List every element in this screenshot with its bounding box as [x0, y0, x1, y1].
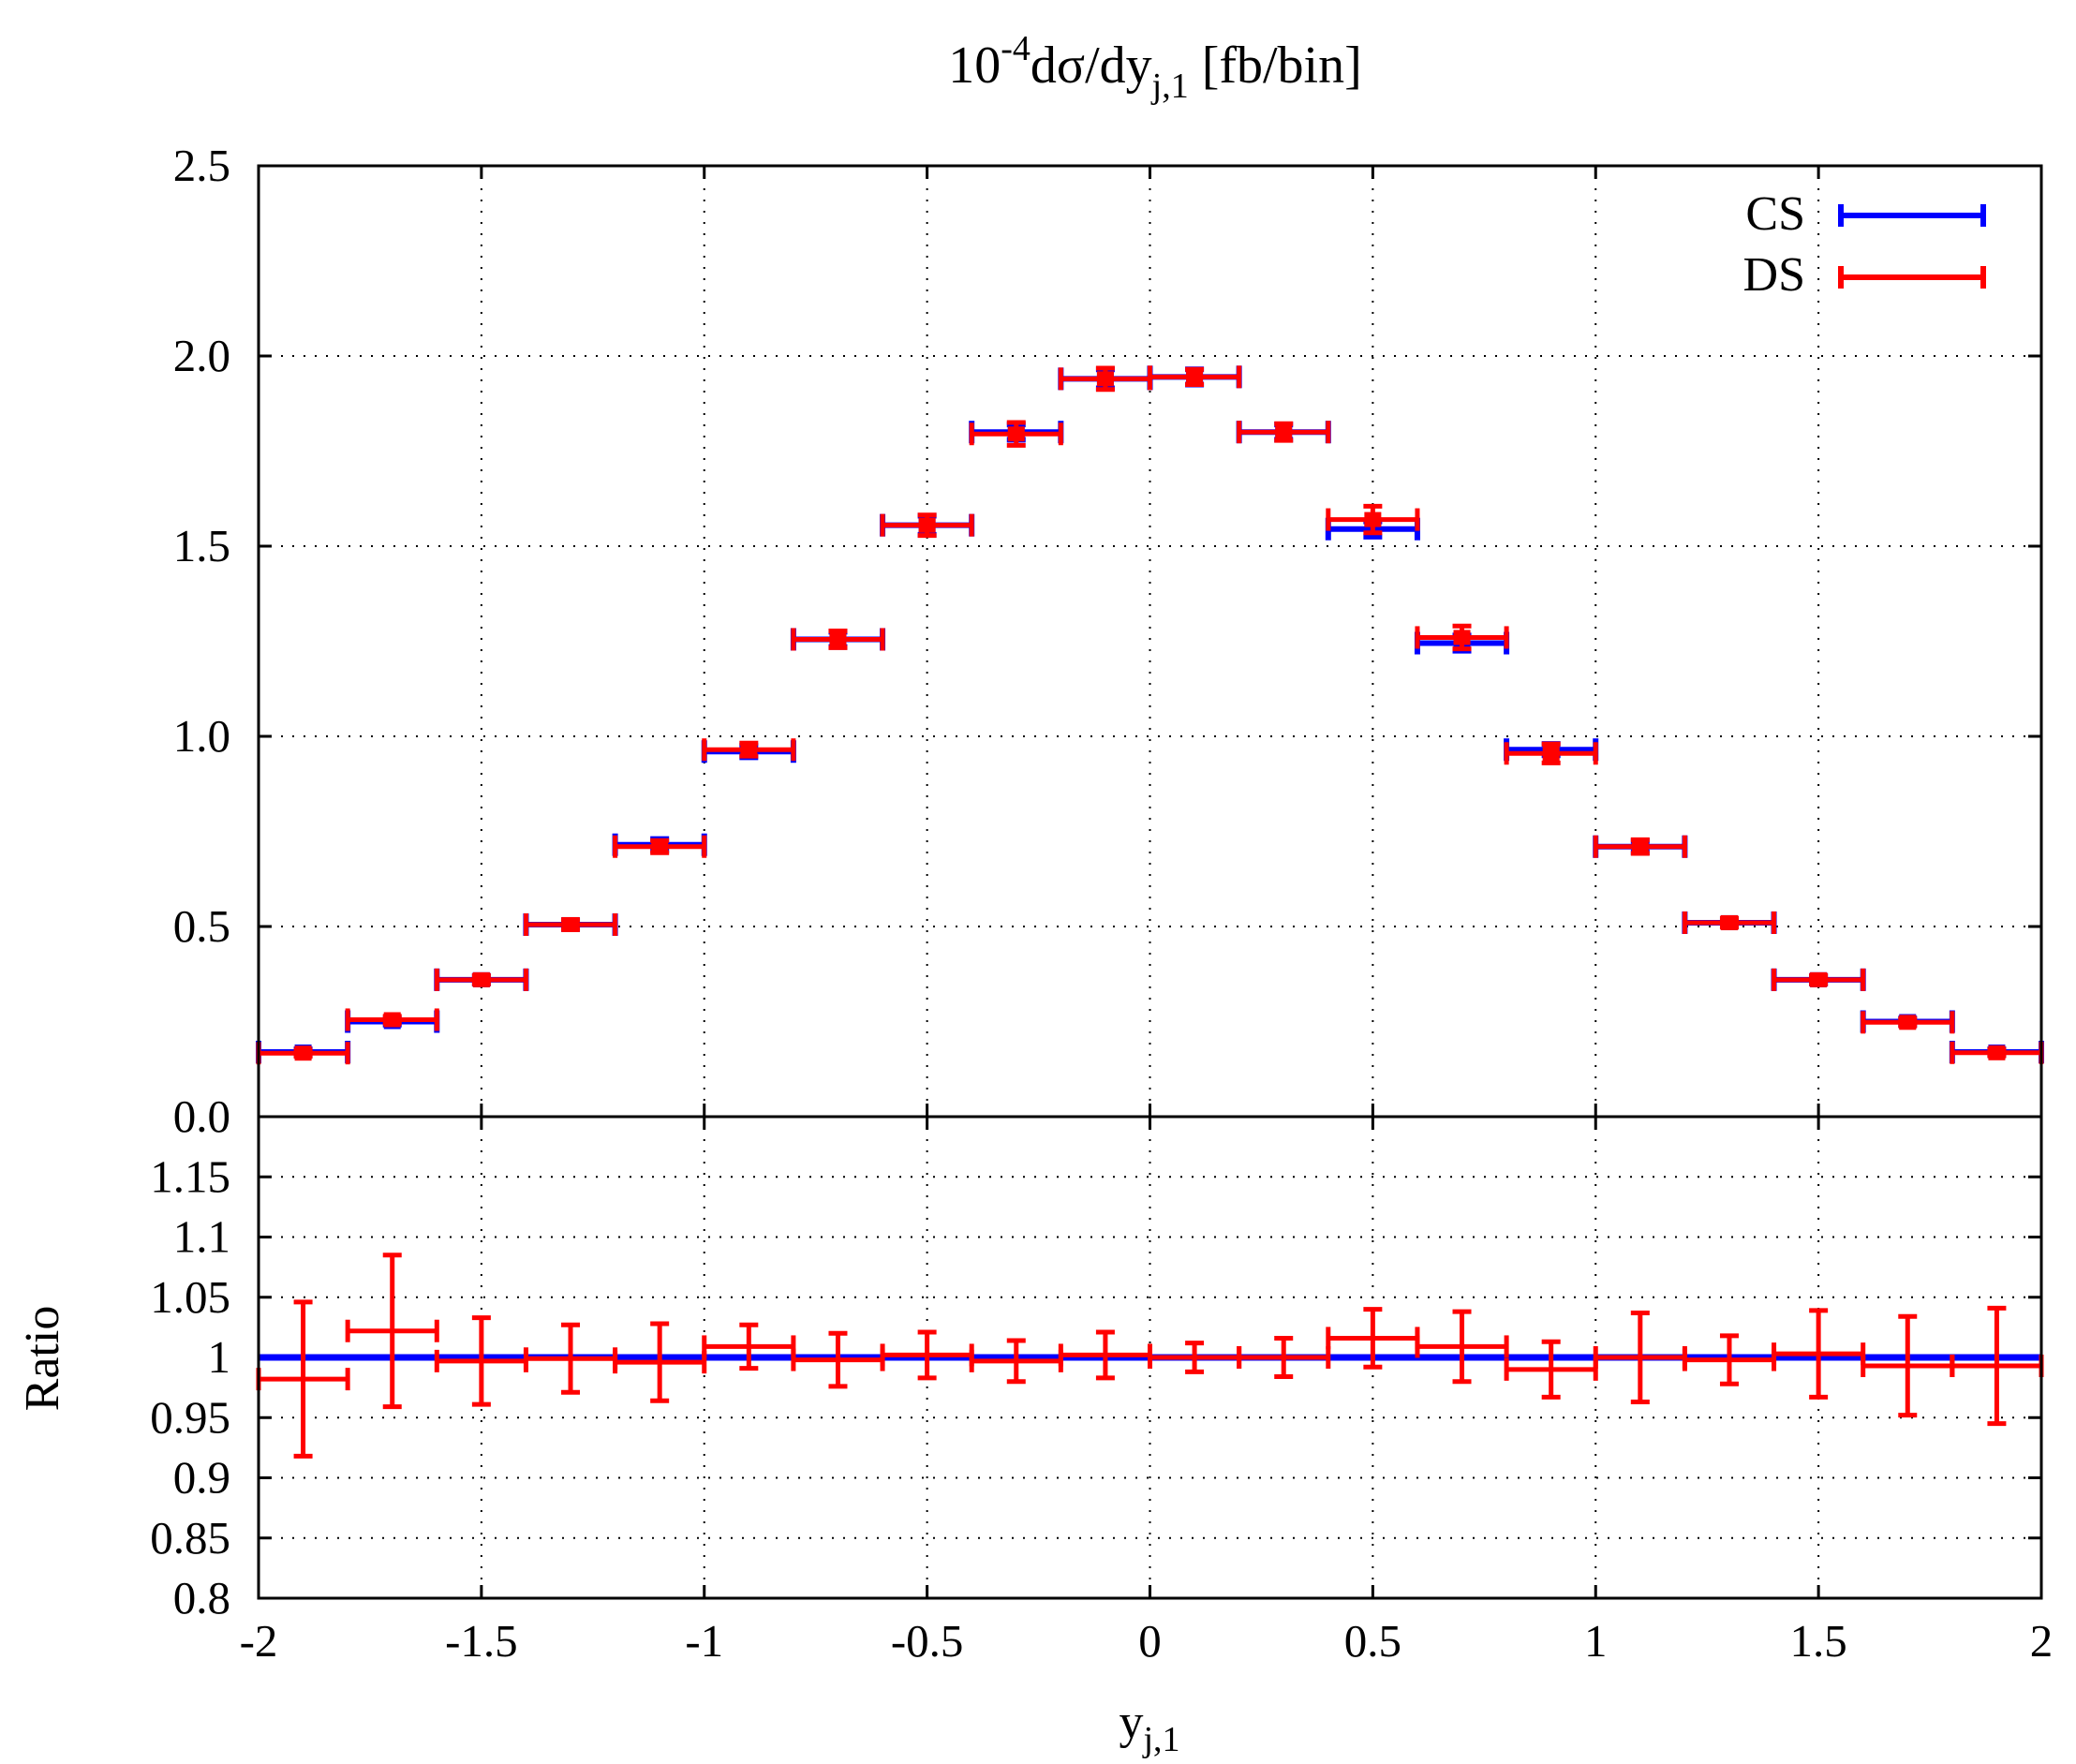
- ratio-y-tick-label: 1.05: [150, 1271, 230, 1323]
- ds-point: [1148, 365, 1242, 389]
- ds-marker: [383, 1012, 401, 1028]
- ds-point: [434, 968, 528, 991]
- ds-point: [1326, 503, 1420, 536]
- main-panel: 0.0 0.5 1.0 1.5 2.0 2.5: [173, 140, 2044, 1142]
- ratio-x-tick-label: -1: [685, 1615, 723, 1667]
- title-suffix: [fb/bin]: [1189, 37, 1362, 95]
- main-y-tick-label: 0.5: [173, 900, 230, 952]
- ratio-plot-frame: [257, 1115, 2043, 1600]
- ratio-ds-point: [345, 1253, 439, 1410]
- ds-marker: [1275, 424, 1293, 440]
- ratio-x-tick-label: -1.5: [445, 1615, 518, 1667]
- ds-point: [969, 420, 1063, 448]
- ratio-x-tick-label: 1: [1584, 1615, 1608, 1667]
- ratio-ds-point: [256, 1299, 350, 1459]
- ratio-y-tick-label: 1.1: [173, 1211, 230, 1263]
- ds-marker: [1096, 371, 1114, 387]
- ds-marker: [918, 517, 936, 533]
- title-exponent: -4: [1001, 29, 1031, 68]
- y-axis-label-ratio: Ratio: [16, 1306, 69, 1412]
- ds-point: [1772, 968, 1866, 991]
- ratio-ds-point: [1504, 1339, 1598, 1400]
- legend-label-ds: DS: [1743, 248, 1805, 302]
- x-axis-label-base: y: [1119, 1696, 1143, 1749]
- ds-marker: [472, 971, 490, 987]
- ratio-ds-point: [1237, 1335, 1331, 1380]
- ds-point: [880, 512, 974, 539]
- ds-marker: [740, 742, 758, 758]
- ratio-x-tick-label: 2: [2030, 1615, 2054, 1667]
- ds-marker: [651, 838, 669, 854]
- ratio-x-tick-label: -2: [240, 1615, 278, 1667]
- legend-label-cs: CS: [1745, 187, 1805, 241]
- ratio-x-tick-label: 0: [1138, 1615, 1162, 1667]
- ds-point: [1861, 1011, 1955, 1034]
- ratio-ds-point: [1861, 1313, 1955, 1418]
- x-axis-label-subscript: j,1: [1141, 1720, 1179, 1759]
- legend-sample-cs: [1838, 204, 1986, 227]
- ds-marker: [562, 916, 580, 932]
- title-subscript: j,1: [1150, 67, 1189, 106]
- main-y-tick-label: 1.5: [173, 520, 230, 571]
- ds-point: [702, 738, 796, 762]
- title-middle: dσ/dy: [1031, 37, 1152, 95]
- ratio-ds-point: [969, 1338, 1063, 1385]
- legend: CS DS: [1743, 187, 1986, 302]
- main-grid: [259, 166, 2041, 1117]
- ds-marker: [1899, 1015, 1917, 1030]
- ds-marker: [1631, 838, 1649, 854]
- ds-marker: [1453, 630, 1471, 645]
- ratio-y-tick-label: 0.9: [173, 1452, 230, 1504]
- ratio-y-tick-label: 0.95: [150, 1391, 230, 1443]
- ds-point: [791, 628, 885, 651]
- ratio-series: [256, 1253, 2044, 1459]
- main-y-tick-label: 1.0: [173, 710, 230, 762]
- ds-point: [613, 835, 707, 858]
- ds-marker: [1810, 971, 1828, 987]
- title-base: 10: [948, 37, 1001, 95]
- ratio-y-axis: 0.8 0.85 0.9 0.95 1 1.05 1.1 1.15: [150, 1150, 2041, 1623]
- ds-marker: [1988, 1045, 2006, 1060]
- ds-point: [1593, 835, 1687, 858]
- ds-point: [1504, 741, 1598, 765]
- ds-point: [345, 1008, 439, 1031]
- chart-title: 10-4dσ/dyj,1 [fb/bin]: [948, 29, 1362, 106]
- ds-marker: [1542, 746, 1560, 762]
- ratio-y-tick-label: 1: [208, 1331, 231, 1383]
- main-y-tick-label: 2.5: [173, 140, 230, 191]
- ds-point: [1682, 911, 1777, 934]
- ds-marker: [1364, 511, 1382, 527]
- ratio-y-tick-label: 0.85: [150, 1512, 230, 1564]
- ratio-ds-point: [613, 1321, 707, 1403]
- ratio-x-tick-label: 0.5: [1344, 1615, 1401, 1667]
- ratio-x-tick-label: -0.5: [891, 1615, 964, 1667]
- ds-point: [1058, 365, 1152, 393]
- main-y-tick-label: 2.0: [173, 330, 230, 381]
- ds-point: [1415, 623, 1509, 652]
- ratio-x-tick-label: 1.5: [1790, 1615, 1847, 1667]
- ratio-y-tick-label: 1.15: [150, 1150, 230, 1202]
- ratio-y-tick-label: 0.8: [173, 1572, 230, 1623]
- legend-sample-ds: [1838, 266, 1986, 289]
- ratio-ds-point: [1415, 1309, 1509, 1385]
- main-y-tick-label: 0.0: [173, 1090, 230, 1142]
- ratio-x-axis: -2 -1.5 -1 -0.5 0 0.5 1 1.5 2: [240, 1117, 2054, 1667]
- x-axis-label: yj,1: [1119, 1696, 1179, 1759]
- ds-marker: [829, 631, 847, 647]
- ds-point: [1950, 1041, 2044, 1064]
- ds-marker: [294, 1045, 312, 1061]
- main-series: [256, 365, 2044, 1065]
- ds-marker: [1007, 426, 1025, 442]
- ds-point: [1237, 421, 1331, 444]
- ds-marker: [1720, 914, 1738, 930]
- ratio-ds-point: [1772, 1308, 1866, 1400]
- ds-point: [523, 912, 618, 936]
- ds-marker: [1186, 369, 1204, 385]
